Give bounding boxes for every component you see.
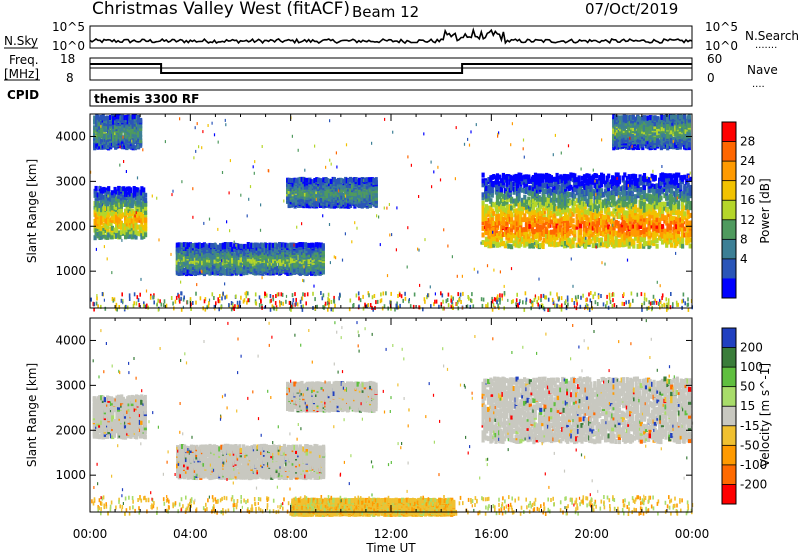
colorbar-swatch bbox=[722, 484, 736, 505]
colorbar-swatch bbox=[722, 258, 736, 279]
y-tick-label: 2000 bbox=[55, 219, 86, 233]
noise-tick-top-right: 10^5 bbox=[705, 20, 738, 34]
scatter-region bbox=[286, 176, 378, 209]
x-tick-label: 16:00 bbox=[474, 527, 509, 541]
x-tick-label: 20:00 bbox=[574, 527, 609, 541]
velocity-colorbar-label: Velocity [m s^-1] bbox=[758, 363, 772, 467]
nsearch-label: N.Search bbox=[745, 29, 799, 43]
nsearch-dots: ······· bbox=[755, 43, 777, 54]
colorbar-swatch bbox=[722, 141, 736, 162]
cpid-panel: themis 3300 RF bbox=[89, 89, 693, 107]
scatter-region bbox=[481, 172, 692, 250]
velocity-heatmap-panel: 4000 3000 2000 1000 Slant Range [km] bbox=[25, 317, 694, 517]
y-tick-label: 4000 bbox=[55, 333, 86, 347]
x-tick-label: 12:00 bbox=[374, 527, 409, 541]
frequency-step-line bbox=[90, 63, 692, 74]
noise-tick-top-left: 10^5 bbox=[52, 20, 85, 34]
colorbar-tick-label: 50 bbox=[740, 380, 755, 394]
nave-tick-bottom-right: 0 bbox=[707, 71, 715, 85]
power-colorbar-label: Power [dB] bbox=[758, 178, 772, 243]
nave-dots: ···· bbox=[752, 82, 765, 93]
colorbar-swatch bbox=[722, 239, 736, 260]
noise-tick-bottom-left: 10^0 bbox=[52, 39, 85, 53]
scatter-region bbox=[481, 376, 692, 445]
scatter-region bbox=[175, 242, 325, 277]
power-heatmap-panel: 4000 3000 2000 1000 Slant Range [km] bbox=[25, 113, 693, 312]
colorbar-swatch bbox=[722, 386, 736, 407]
colorbar-swatch bbox=[722, 219, 736, 240]
velocity-colorbar: 200 100 50 15 -15 -50 -100 -200 Velocity [m s^-… bbox=[721, 327, 772, 505]
colorbar-swatch bbox=[722, 406, 736, 427]
colorbar-tick-label: 24 bbox=[740, 154, 755, 168]
frequency-panel: 18 8 60 0 bbox=[60, 52, 722, 85]
colorbar-swatch bbox=[722, 180, 736, 201]
cpid-label: CPID bbox=[7, 88, 39, 102]
power-ylabel: Slant Range [km] bbox=[25, 159, 39, 263]
nsky-label: N.Sky bbox=[4, 34, 38, 48]
y-tick-label: 3000 bbox=[55, 174, 86, 188]
freq-tick-top-left: 18 bbox=[60, 52, 75, 66]
power-colorbar: 28 24 20 16 12 8 4 Power [dB] bbox=[721, 121, 772, 299]
colorbar-swatch bbox=[722, 278, 736, 299]
sparse-speckle bbox=[90, 116, 691, 311]
colorbar-swatch bbox=[722, 445, 736, 466]
colorbar-swatch bbox=[722, 464, 736, 485]
colorbar-tick-label: -50 bbox=[740, 438, 760, 452]
colorbar-tick-label: 16 bbox=[740, 193, 755, 207]
ground-scatter-band bbox=[90, 290, 693, 312]
x-tick-label: 00:00 bbox=[675, 527, 710, 541]
y-tick-label: 2000 bbox=[55, 423, 86, 437]
x-tick-label: 04:00 bbox=[173, 527, 208, 541]
freq-tick-bottom-left: 8 bbox=[66, 71, 74, 85]
colorbar-swatch bbox=[722, 161, 736, 182]
colorbar-swatch bbox=[722, 200, 736, 221]
colorbar-swatch bbox=[722, 367, 736, 388]
colorbar-tick-label: 200 bbox=[740, 341, 763, 355]
y-tick-label: 4000 bbox=[55, 129, 86, 143]
scatter-region bbox=[93, 185, 148, 241]
noise-panel: 10^5 10^0 10^5 10^0 bbox=[52, 20, 738, 53]
x-tick-label: 08:00 bbox=[273, 527, 308, 541]
freq-label-2: [MHz] bbox=[4, 67, 39, 81]
noise-sky-line bbox=[89, 27, 693, 45]
colorbar-swatch bbox=[722, 347, 736, 368]
time-axis-label: Time UT bbox=[365, 541, 416, 554]
velocity-ylabel: Slant Range [km] bbox=[25, 363, 39, 467]
noise-tick-bottom-right: 10^0 bbox=[705, 39, 738, 53]
colorbar-tick-label: 100 bbox=[740, 360, 763, 374]
x-tick-label: 00:00 bbox=[73, 527, 108, 541]
colorbar-swatch bbox=[722, 425, 736, 446]
station-title: Christmas Valley West (fitACF) bbox=[92, 0, 350, 19]
colorbar-tick-label: 8 bbox=[740, 232, 748, 246]
scatter-region bbox=[286, 380, 378, 413]
freq-label-1: Freq. bbox=[9, 53, 39, 67]
y-tick-label: 1000 bbox=[55, 264, 86, 278]
scatter-region bbox=[92, 394, 147, 440]
scatter-region bbox=[176, 443, 326, 481]
scatter-region bbox=[612, 114, 691, 151]
y-tick-label: 3000 bbox=[55, 378, 86, 392]
y-tick-label: 1000 bbox=[55, 468, 86, 482]
date-label: 07/Oct/2019 bbox=[585, 0, 678, 18]
colorbar-tick-label: 4 bbox=[740, 252, 748, 266]
scatter-region bbox=[93, 114, 143, 151]
colorbar-swatch bbox=[722, 328, 736, 349]
sparse-speckle bbox=[92, 319, 694, 512]
colorbar-tick-label: -15 bbox=[740, 419, 760, 433]
beam-label: Beam 12 bbox=[352, 3, 419, 21]
colorbar-tick-label: -200 bbox=[740, 477, 767, 491]
nave-label: Nave bbox=[747, 63, 778, 77]
colorbar-tick-label: 12 bbox=[740, 213, 755, 227]
time-axis: 00:00 04:00 08:00 12:00 16:00 20:00 00:00 bbox=[73, 527, 710, 541]
nave-tick-top-right: 60 bbox=[707, 52, 722, 66]
colorbar-tick-label: 28 bbox=[740, 135, 755, 149]
colorbar-swatch bbox=[722, 122, 736, 143]
colorbar-tick-label: 15 bbox=[740, 399, 755, 413]
colorbar-tick-label: 20 bbox=[740, 174, 755, 188]
colorbar-tick-label: -100 bbox=[740, 458, 767, 472]
cpid-program: themis 3300 RF bbox=[94, 92, 199, 106]
